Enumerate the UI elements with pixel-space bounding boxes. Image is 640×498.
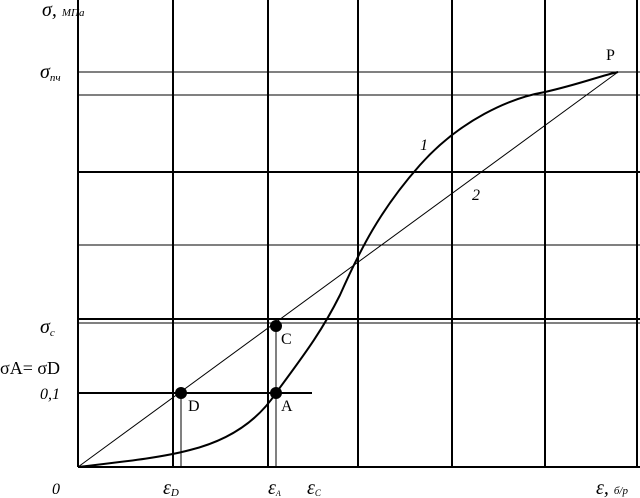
origin: 0 (52, 481, 60, 498)
label-part: ε (163, 477, 171, 498)
grid (77, 0, 640, 468)
x-label: εD (163, 477, 179, 498)
curve-label: 2 (472, 187, 480, 204)
point-label: A (281, 398, 293, 415)
label-part: МПа (61, 7, 85, 19)
x-label: εC (307, 477, 322, 498)
x-axis-label: ε, б/р (596, 477, 628, 498)
y-label: 0,1 (40, 386, 60, 403)
label-part: c (50, 327, 55, 339)
y-label: σA= σD (0, 358, 60, 378)
points (175, 320, 282, 399)
point-label: C (281, 331, 292, 348)
label-part: D (170, 487, 179, 498)
point-label: D (188, 398, 200, 415)
point-label: P (606, 47, 615, 64)
label-part: ε (268, 477, 276, 498)
label-part: σ, (42, 0, 57, 21)
label-part: ε, (596, 477, 609, 498)
y-label: σпч (40, 61, 61, 84)
label-part: σ (40, 316, 51, 338)
curve-1 (77, 71, 619, 468)
label-part: б/р (614, 485, 629, 497)
label-part: σ (40, 61, 51, 83)
label-part: C (315, 488, 322, 498)
x-label: εA (268, 477, 281, 498)
label-part: пч (50, 72, 61, 84)
y-label: σc (40, 316, 55, 339)
line-2 (77, 71, 619, 468)
label-part: ε (307, 477, 315, 498)
label-part: A (275, 489, 281, 498)
curve-label: 1 (420, 137, 428, 154)
y-axis-label: σ, МПа (42, 0, 85, 21)
